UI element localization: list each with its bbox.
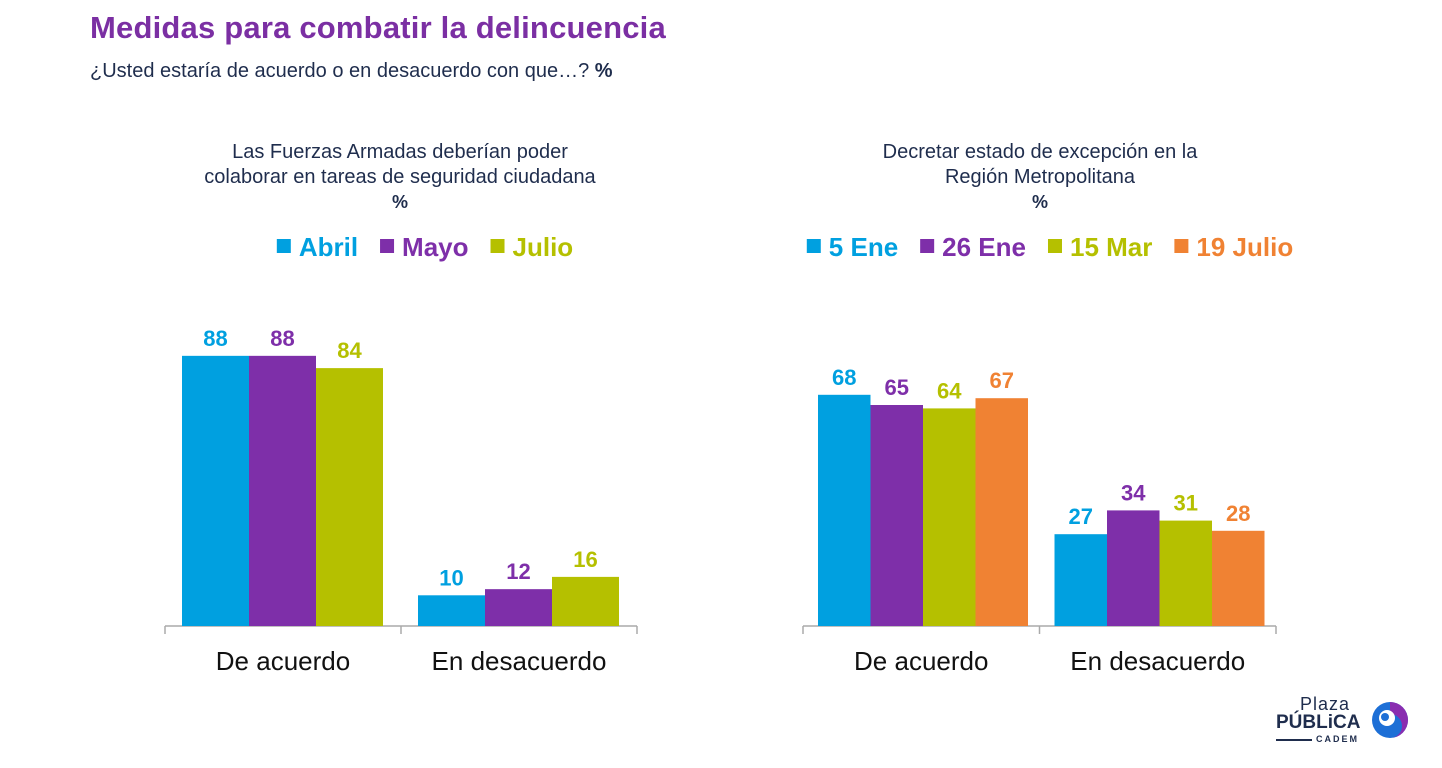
legend-item: 15 Mar [1047,232,1152,262]
bar [818,394,871,626]
logo-swirl-icon [1372,702,1408,738]
legend: Abril Mayo Julio [276,232,574,262]
bar [418,595,485,626]
chart-title-line: Las Fuerzas Armadas deberían poder [232,141,568,163]
chart-1: Las Fuerzas Armadas deberían poder colabo… [164,141,638,676]
subtitle-question: ¿Usted estaría de acuerdo o en desacuerd… [90,60,590,82]
data-label: 27 [1069,504,1093,529]
logo-line-cadem: CADEM [1316,734,1359,744]
legend-swatch [920,239,935,253]
data-label: 64 [937,378,962,403]
legend-label: Julio [513,232,574,262]
data-label: 10 [439,565,463,590]
bar [485,589,552,626]
data-label: 16 [573,547,597,572]
legend-swatch [806,239,821,253]
x-tick-label: En desacuerdo [1070,646,1245,676]
legend-label: 5 Ene [829,232,898,262]
logo-underline [1276,739,1312,741]
subtitle-unit: % [594,60,613,82]
legend-label: 15 Mar [1070,232,1152,262]
x-tick-label: En desacuerdo [432,646,607,676]
data-label: 67 [990,368,1014,393]
data-label: 31 [1174,491,1198,516]
legend-swatch [490,239,505,253]
bar [182,355,249,626]
data-label: 84 [337,338,362,363]
bar [249,355,316,626]
legend-swatch [276,239,291,253]
legend-item: 26 Ene [920,232,1026,262]
chart-2: Decretar estado de excepción en la Región… [802,141,1293,676]
bar [316,368,383,626]
legend-label: Mayo [402,232,468,262]
legend-swatch [1047,239,1062,253]
data-label: 34 [1121,480,1146,505]
logo-line-publica: PÚBLiCA [1276,712,1361,733]
chart-title-line: Región Metropolitana [945,166,1136,188]
legend-label: 26 Ene [942,232,1026,262]
x-tick-label: De acuerdo [216,646,350,676]
data-label: 68 [832,365,856,390]
chart-unit-label: % [392,192,408,212]
legend-label: 19 Julio [1196,232,1293,262]
x-tick-label: De acuerdo [854,646,988,676]
chart-title-line: Decretar estado de excepción en la [883,141,1199,163]
chart-title-line: colaborar en tareas de seguridad ciudada… [204,166,596,188]
bar [552,576,619,626]
legend-swatch [1174,239,1189,253]
bar [1107,510,1160,626]
legend-item: 5 Ene [806,232,898,262]
data-label: 12 [506,559,530,584]
bar [1054,534,1107,626]
logo-line-plaza: Plaza [1300,694,1351,714]
bar [1212,530,1265,626]
page-subtitle: ¿Usted estaría de acuerdo o en desacuerd… [90,60,613,83]
page-title: Medidas para combatir la delincuencia [90,10,666,45]
plaza-publica-logo: Plaza PÚBLiCA CADEM [1272,692,1422,752]
legend-item: Mayo [380,232,469,262]
legend-item: Abril [276,232,358,262]
bar [975,398,1028,626]
bar [870,405,923,626]
data-label: 88 [270,326,294,351]
bar [923,408,976,626]
chart-unit-label: % [1032,192,1048,212]
legend-swatch [380,239,395,253]
data-label: 28 [1226,501,1250,526]
legend-item: Julio [490,232,574,262]
legend: 5 Ene 26 Ene 15 Mar 19 Julio [806,232,1293,262]
legend-label: Abril [299,232,358,262]
data-label: 65 [885,375,909,400]
bar [1159,520,1212,626]
legend-item: 19 Julio [1174,232,1293,262]
data-label: 88 [203,326,227,351]
